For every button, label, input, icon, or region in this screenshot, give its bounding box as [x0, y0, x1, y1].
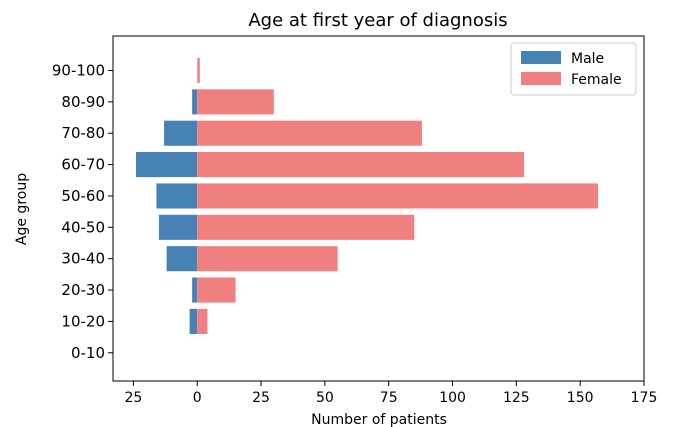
- bar-female-50-60: [197, 183, 599, 209]
- plot-frame: [112, 35, 645, 382]
- x-axis-label: Number of patients: [311, 412, 447, 427]
- y-axis: 0-10 10-20 20-30 30-40 40-50 50-60 60-70 70-80 8…: [52, 62, 113, 362]
- x-tick-label: 0: [193, 390, 202, 406]
- y-tick-label: 20-30: [61, 281, 105, 299]
- x-tick-label: 75: [380, 390, 398, 406]
- legend-label-female: Female: [571, 72, 622, 88]
- x-tick-label: 125: [503, 390, 530, 406]
- y-tick-label: 30-40: [61, 250, 105, 268]
- y-tick-label: 0-10: [71, 344, 105, 362]
- bar-female-10-20: [197, 308, 208, 334]
- y-tick-label: 60-70: [61, 156, 105, 174]
- legend-label-male: Male: [571, 51, 604, 67]
- bar-male-50-60: [156, 183, 198, 209]
- bar-male-60-70: [135, 152, 198, 178]
- x-tick-label: 25: [252, 390, 270, 406]
- legend: Male Female: [510, 42, 637, 96]
- bar-female-90-100: [197, 57, 200, 84]
- bar-male-80-90: [192, 89, 198, 115]
- bar-female-40-50: [197, 214, 415, 240]
- bar-female-20-30: [197, 277, 236, 303]
- x-tick-label: 100: [439, 390, 466, 406]
- bar-female-80-90: [197, 89, 274, 115]
- bar-female-60-70: [197, 152, 525, 178]
- chart-title: Age at first year of diagnosis: [248, 10, 507, 31]
- x-tick-label: 150: [567, 390, 594, 406]
- y-tick-label: 80-90: [61, 93, 105, 111]
- bar-female-70-80: [197, 120, 422, 146]
- y-tick-label: 10-20: [61, 312, 105, 330]
- legend-swatch-male: [521, 51, 561, 64]
- x-tick-label: 50: [316, 390, 334, 406]
- y-tick-label: 70-80: [61, 124, 105, 142]
- bar-male-40-50: [158, 214, 198, 240]
- y-tick-label: 90-100: [52, 62, 105, 80]
- y-tick-label: 40-50: [61, 218, 105, 236]
- legend-swatch-female: [521, 72, 561, 85]
- bars-group: [135, 57, 599, 334]
- bar-male-10-20: [189, 308, 198, 334]
- y-axis-label: Age group: [14, 173, 30, 245]
- y-tick-label: 50-60: [61, 187, 105, 205]
- x-axis: 25 0 25 50 75 100 125 150 175: [125, 381, 658, 406]
- bar-male-30-40: [166, 246, 198, 272]
- x-tick-label: 25: [125, 390, 143, 406]
- bar-female-30-40: [197, 246, 338, 272]
- bar-male-20-30: [192, 277, 198, 303]
- x-tick-label: 175: [631, 390, 658, 406]
- bar-male-70-80: [164, 120, 198, 146]
